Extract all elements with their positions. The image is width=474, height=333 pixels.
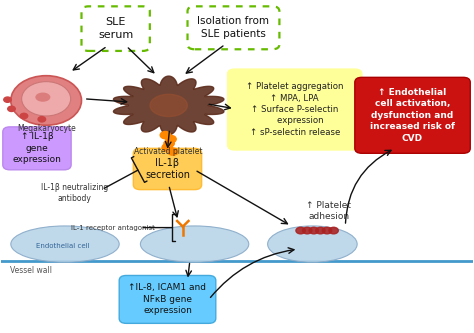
Text: ↑ Endothelial
cell activation,
dysfunction and
increased risk of
CVD: ↑ Endothelial cell activation, dysfuncti… <box>370 88 455 143</box>
Circle shape <box>296 227 305 234</box>
Ellipse shape <box>36 93 50 102</box>
Polygon shape <box>113 76 224 135</box>
Text: ↑ Platelet aggregation
↑ MPA, LPA
↑ Surface P-selectin
    expression
↑ sP-selec: ↑ Platelet aggregation ↑ MPA, LPA ↑ Surf… <box>246 82 344 137</box>
Circle shape <box>302 227 312 234</box>
FancyBboxPatch shape <box>119 275 216 323</box>
Ellipse shape <box>11 226 119 262</box>
FancyBboxPatch shape <box>188 6 279 49</box>
Circle shape <box>168 148 178 155</box>
Text: IL-1β
secretion: IL-1β secretion <box>145 158 190 180</box>
Circle shape <box>164 140 174 147</box>
Text: ↑IL-8, ICAM1 and
NFκB gene
expression: ↑IL-8, ICAM1 and NFκB gene expression <box>128 283 207 315</box>
FancyBboxPatch shape <box>133 148 201 189</box>
Text: ↑ IL-1β
gene
expression: ↑ IL-1β gene expression <box>12 133 62 164</box>
Text: Vessel wall: Vessel wall <box>10 266 52 275</box>
Text: ↑ Platelet
adhesion: ↑ Platelet adhesion <box>306 201 351 221</box>
Circle shape <box>309 227 319 234</box>
Circle shape <box>160 132 171 139</box>
Ellipse shape <box>268 226 357 262</box>
Text: Endothelial cell: Endothelial cell <box>36 243 90 249</box>
Circle shape <box>20 113 27 119</box>
Text: Isolation from
SLE patients: Isolation from SLE patients <box>198 16 269 39</box>
Circle shape <box>322 227 332 234</box>
Circle shape <box>329 227 338 234</box>
Text: IL-1β neutralizing
antibody: IL-1β neutralizing antibody <box>41 183 108 202</box>
Ellipse shape <box>140 226 249 262</box>
Circle shape <box>162 144 173 151</box>
Text: Activated platelet: Activated platelet <box>135 147 203 156</box>
Circle shape <box>38 117 46 122</box>
FancyBboxPatch shape <box>355 77 470 153</box>
Circle shape <box>11 76 82 125</box>
Text: IL-1 receptor antagonist: IL-1 receptor antagonist <box>71 224 155 230</box>
Circle shape <box>316 227 325 234</box>
Circle shape <box>166 136 176 143</box>
Circle shape <box>8 106 15 112</box>
Circle shape <box>4 97 11 102</box>
FancyBboxPatch shape <box>3 127 71 170</box>
Circle shape <box>22 82 71 116</box>
FancyBboxPatch shape <box>228 69 362 150</box>
FancyBboxPatch shape <box>82 6 150 51</box>
Text: SLE
serum: SLE serum <box>98 17 133 40</box>
Polygon shape <box>150 94 187 117</box>
Text: Megakaryocyte: Megakaryocyte <box>17 124 75 133</box>
